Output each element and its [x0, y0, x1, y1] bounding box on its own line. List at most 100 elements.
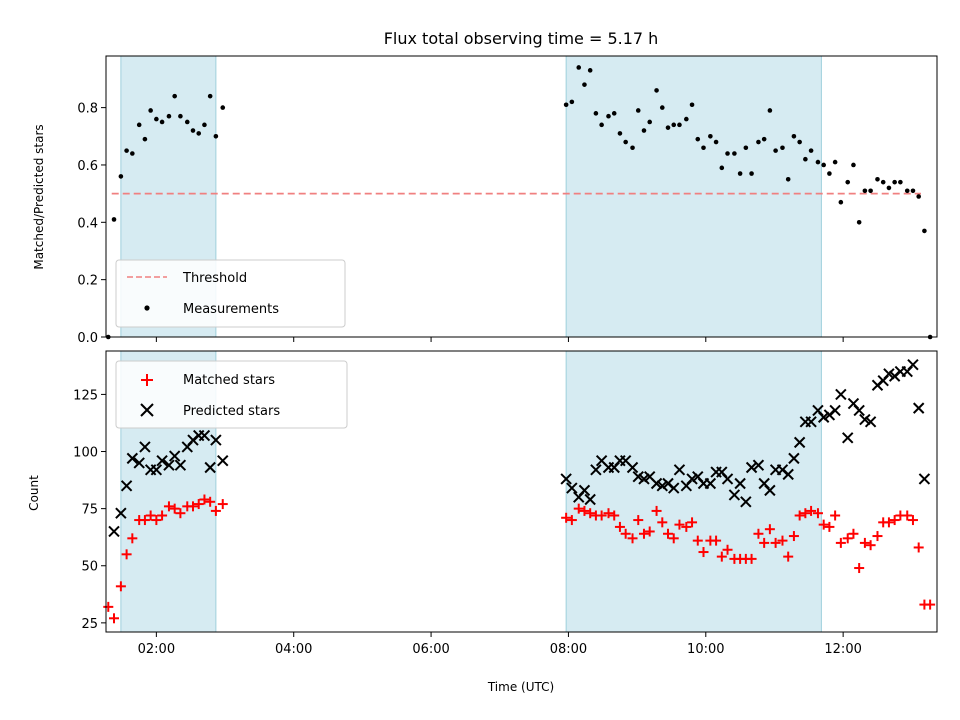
data-marks: [105, 65, 933, 340]
measurement-point: [196, 131, 202, 136]
measurement-point: [136, 122, 142, 128]
measurement-point: [563, 102, 569, 108]
x-marker-stroke: [168, 450, 181, 462]
matched-star-point: [614, 521, 625, 532]
matched-star-point: [722, 544, 733, 555]
predicted-star-point: [740, 496, 752, 508]
matched-star-point: [783, 551, 794, 562]
matched-star-point: [620, 528, 631, 539]
matched-star-point: [865, 540, 876, 551]
predicted-star-point: [108, 525, 120, 538]
x-marker-stroke: [788, 452, 800, 465]
measurement-point: [659, 105, 665, 110]
legend-matched-label: Matched stars: [183, 373, 275, 388]
measurement-point: [832, 159, 838, 165]
x-marker-stroke: [204, 461, 216, 474]
x-marker-stroke: [632, 470, 644, 483]
matched-star-point: [759, 537, 770, 548]
x-marker-stroke: [150, 464, 163, 476]
predicted-star-point: [782, 468, 794, 481]
measurement-point: [641, 128, 647, 133]
matched-star-point: [573, 503, 584, 514]
matched-star-point: [711, 535, 722, 546]
matched-star-point: [692, 535, 703, 546]
measurement-point: [671, 122, 677, 128]
predicted-star-point: [133, 457, 145, 469]
matched-star-point: [127, 533, 138, 544]
matched-star-point: [806, 505, 817, 516]
measurement-point: [695, 136, 701, 142]
x-marker-stroke: [864, 416, 877, 428]
predicted-star-point: [584, 493, 596, 506]
x-tick-label: 12:00: [824, 642, 861, 657]
matched-star-point: [657, 517, 668, 528]
predicted-star-point: [139, 441, 151, 453]
y-tick-label: 25: [81, 617, 98, 632]
measurement-point: [184, 119, 190, 125]
matched-star-point: [854, 563, 865, 574]
matched-star-point: [764, 524, 775, 535]
predicted-star-point: [912, 402, 925, 414]
x-marker-stroke: [126, 452, 139, 465]
matched-star-point: [139, 515, 150, 526]
matched-star-point: [794, 510, 805, 521]
predicted-star-point: [764, 484, 776, 497]
measurement-point: [654, 88, 659, 93]
x-marker-stroke: [115, 507, 127, 519]
matched-star-point: [205, 496, 216, 507]
measurement-point: [827, 171, 832, 176]
matched-star-point: [579, 505, 590, 516]
matched-star-point: [698, 547, 709, 558]
legend-threshold-label: Threshold: [182, 271, 247, 286]
y-tick-label: 125: [73, 388, 98, 403]
matched-star-point: [830, 510, 841, 521]
matched-star-point: [596, 510, 607, 521]
matched-star-point: [187, 501, 198, 512]
x-marker-stroke: [595, 454, 608, 467]
x-marker-stroke: [859, 413, 871, 426]
x-marker-stroke: [108, 525, 120, 538]
predicted-star-point: [864, 416, 877, 428]
legend-predicted-swatch: [140, 403, 154, 417]
matched-star-point: [777, 535, 788, 546]
predicted-star-point: [793, 436, 806, 449]
x-marker-stroke: [883, 368, 895, 380]
measurement-point: [582, 82, 587, 87]
x-marker-stroke: [918, 473, 931, 485]
y-tick-label: 0.4: [77, 216, 98, 231]
measurement-point: [785, 176, 791, 182]
predicted-star-point: [204, 461, 216, 474]
measurement-point: [851, 162, 856, 168]
predicted-star-point: [673, 464, 686, 476]
measurement-point: [124, 148, 129, 153]
measurement-point: [623, 139, 628, 145]
matched-star-point: [609, 510, 620, 521]
predicted-star-point: [120, 480, 133, 492]
measurement-point: [220, 105, 226, 110]
matched-star-point: [818, 519, 829, 530]
predicted-star-point: [734, 477, 746, 490]
x-marker-stroke: [662, 477, 674, 490]
predicted-star-point: [745, 461, 758, 474]
y-tick-label: 100: [73, 446, 98, 461]
predicted-star-point: [704, 477, 717, 490]
measurement-point: [815, 159, 821, 165]
x-marker-stroke: [560, 473, 572, 485]
measurement-point: [892, 179, 897, 185]
predicted-star-point: [907, 359, 919, 371]
x-marker-stroke: [590, 464, 602, 476]
x-tick-label: 04:00: [275, 642, 312, 657]
legend-box: [115, 360, 348, 429]
measurement-point: [761, 136, 767, 142]
predicted-star-point: [829, 404, 841, 417]
predicted-star-point: [835, 388, 847, 401]
measurement-point: [922, 228, 927, 234]
x-marker-stroke: [853, 404, 865, 417]
measurement-point: [569, 99, 575, 105]
shaded-interval: [566, 56, 822, 337]
measurement-point: [767, 108, 773, 113]
legend-matched-swatch: [141, 374, 153, 386]
x-marker-stroke: [734, 477, 746, 490]
predicted-star-point: [668, 482, 680, 494]
legend-predicted-label: Predicted stars: [183, 404, 280, 419]
